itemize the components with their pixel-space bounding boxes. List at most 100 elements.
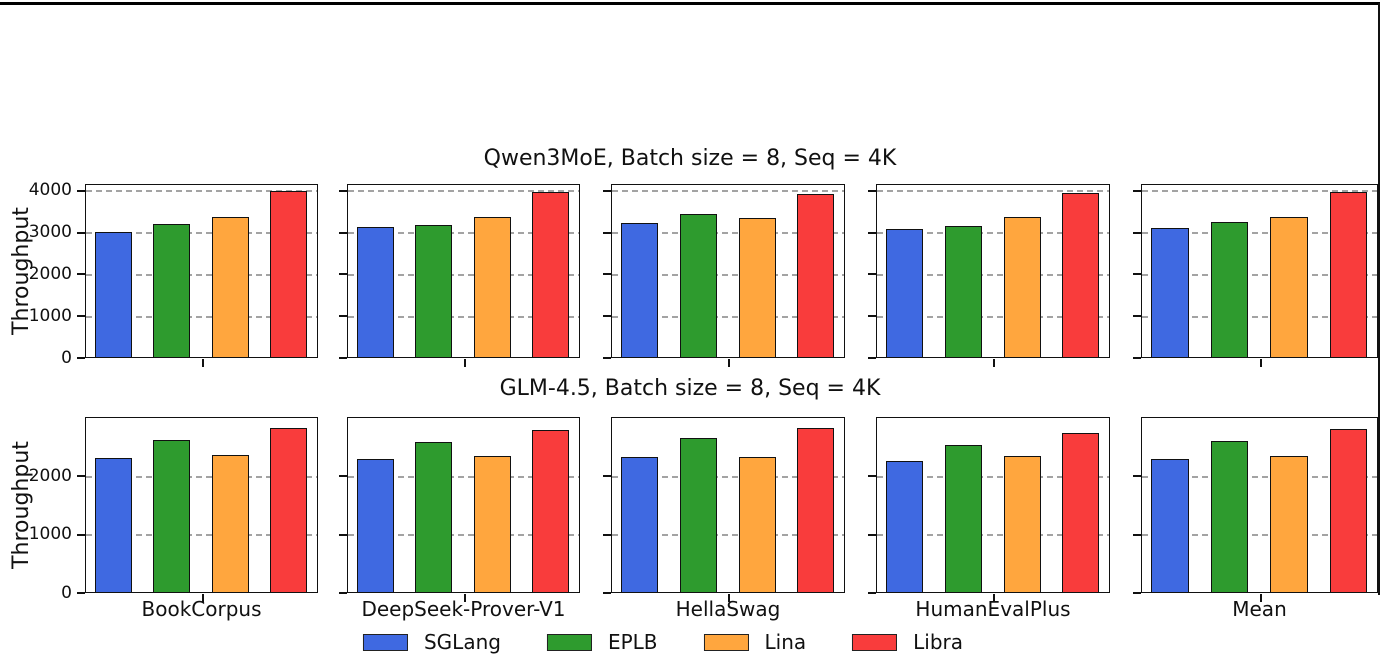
bar-sglang (94, 232, 132, 357)
y-tick (867, 357, 876, 360)
x-category-label-bookcorpus: BookCorpus (141, 597, 262, 621)
y-tick (338, 273, 347, 276)
grid-line-3000 (1142, 232, 1377, 235)
y-tick (76, 273, 85, 276)
y-tick (76, 592, 85, 595)
x-category-label-humanevalplus: HumanEvalPlus (915, 597, 1071, 621)
grid-line-1000 (877, 316, 1109, 319)
y-axis-label-bottom: Throughput (9, 441, 34, 569)
grid-line-4000 (1142, 190, 1377, 193)
grid-line-2000 (86, 475, 317, 478)
grid-line-2000 (1142, 274, 1377, 277)
eplb-color-swatch (546, 633, 592, 651)
y-tick (338, 189, 347, 192)
y-tick (867, 315, 876, 318)
grid-line-1000 (86, 534, 317, 537)
y-tick (76, 533, 85, 536)
x-tick (993, 358, 995, 367)
bar-sglang (1151, 227, 1189, 357)
x-tick (463, 593, 466, 602)
subplot-glm45-bookcorpus (76, 417, 318, 602)
legend-label-libra: Libra (913, 630, 964, 654)
y-tick (1132, 231, 1141, 234)
x-tick (1259, 358, 1262, 367)
y-tick (602, 357, 611, 360)
bar-libra (1329, 192, 1368, 357)
y-tick (338, 231, 347, 234)
chart-legend: SGLang EPLB Lina Libra (362, 630, 964, 654)
y-tick (76, 474, 85, 477)
y-tick (602, 231, 611, 234)
x-tick (728, 593, 730, 602)
page-right-edge-line (1378, 3, 1380, 595)
grid-line-2000 (877, 274, 1109, 277)
y-tick (602, 273, 611, 276)
y-tick (338, 357, 347, 360)
bar-lina (1270, 455, 1308, 592)
legend-item-sglang: SGLang (362, 630, 501, 654)
y-tick-label: 0 (61, 348, 72, 368)
bar-sglang (1151, 458, 1189, 592)
top-rule-line (0, 2, 1380, 5)
bar-eplb (1210, 222, 1249, 357)
grid-line-1000 (348, 316, 579, 319)
bar-libra (532, 192, 570, 357)
y-tick-label: 2000 (28, 264, 72, 285)
bar-lina (1270, 217, 1308, 357)
y-tick (338, 315, 347, 318)
bar-eplb (415, 225, 453, 357)
bar-sglang (886, 461, 924, 592)
subplot-qwen3moe-bookcorpus (76, 184, 318, 367)
grid-line-2000 (86, 274, 317, 277)
y-tick (1132, 357, 1141, 360)
bar-lina (738, 218, 776, 357)
subplot-qwen3moe-deepseek-prover-v1 (338, 184, 580, 367)
x-category-label-hellaswag: HellaSwag (675, 597, 781, 621)
bar-libra (1062, 433, 1100, 592)
y-tick (1132, 189, 1141, 192)
grid-line-1000 (348, 534, 579, 537)
y-tick (76, 231, 85, 234)
y-tick (76, 315, 85, 318)
bar-sglang (886, 229, 924, 357)
y-tick (338, 533, 347, 536)
bar-libra (1062, 193, 1100, 357)
bar-eplb (153, 440, 191, 592)
bar-lina (473, 216, 511, 357)
subplot-glm45-humanevalplus (867, 417, 1110, 602)
bar-sglang (94, 458, 132, 592)
bar-lina (211, 455, 249, 592)
y-tick-label: 4000 (28, 180, 72, 201)
bar-eplb (679, 213, 717, 357)
grid-line-1000 (612, 534, 844, 537)
bar-libra (797, 193, 835, 357)
y-tick (602, 474, 611, 477)
y-tick (1132, 592, 1141, 595)
grid-line-2000 (348, 475, 579, 478)
grid-line-3000 (348, 232, 579, 235)
grid-line-1000 (1142, 316, 1377, 319)
y-tick-label: 1000 (28, 524, 72, 545)
subplot-glm45-deepseek-prover-v1 (338, 417, 580, 602)
grid-line-1000 (612, 316, 844, 319)
grid-line-1000 (877, 534, 1109, 537)
bar-eplb (1210, 441, 1249, 592)
grid-line-3000 (877, 232, 1109, 235)
bar-eplb (944, 444, 982, 592)
x-tick (201, 593, 204, 602)
subplot-qwen3moe-humanevalplus (867, 184, 1110, 367)
y-tick (1132, 273, 1141, 276)
y-tick (867, 273, 876, 276)
y-tick (867, 474, 876, 477)
y-tick (1132, 533, 1141, 536)
row-title-qwen3moe: Qwen3MoE, Batch size = 8, Seq = 4K (483, 146, 897, 171)
subplot-qwen3moe-mean (1132, 184, 1378, 367)
bar-sglang (356, 226, 394, 357)
subplot-glm45-mean (1132, 417, 1378, 602)
bar-eplb (153, 224, 191, 357)
bar-sglang (621, 457, 659, 592)
y-tick-label: 2000 (28, 465, 72, 486)
y-tick-label: 1000 (28, 306, 72, 327)
libra-color-swatch (852, 633, 898, 651)
